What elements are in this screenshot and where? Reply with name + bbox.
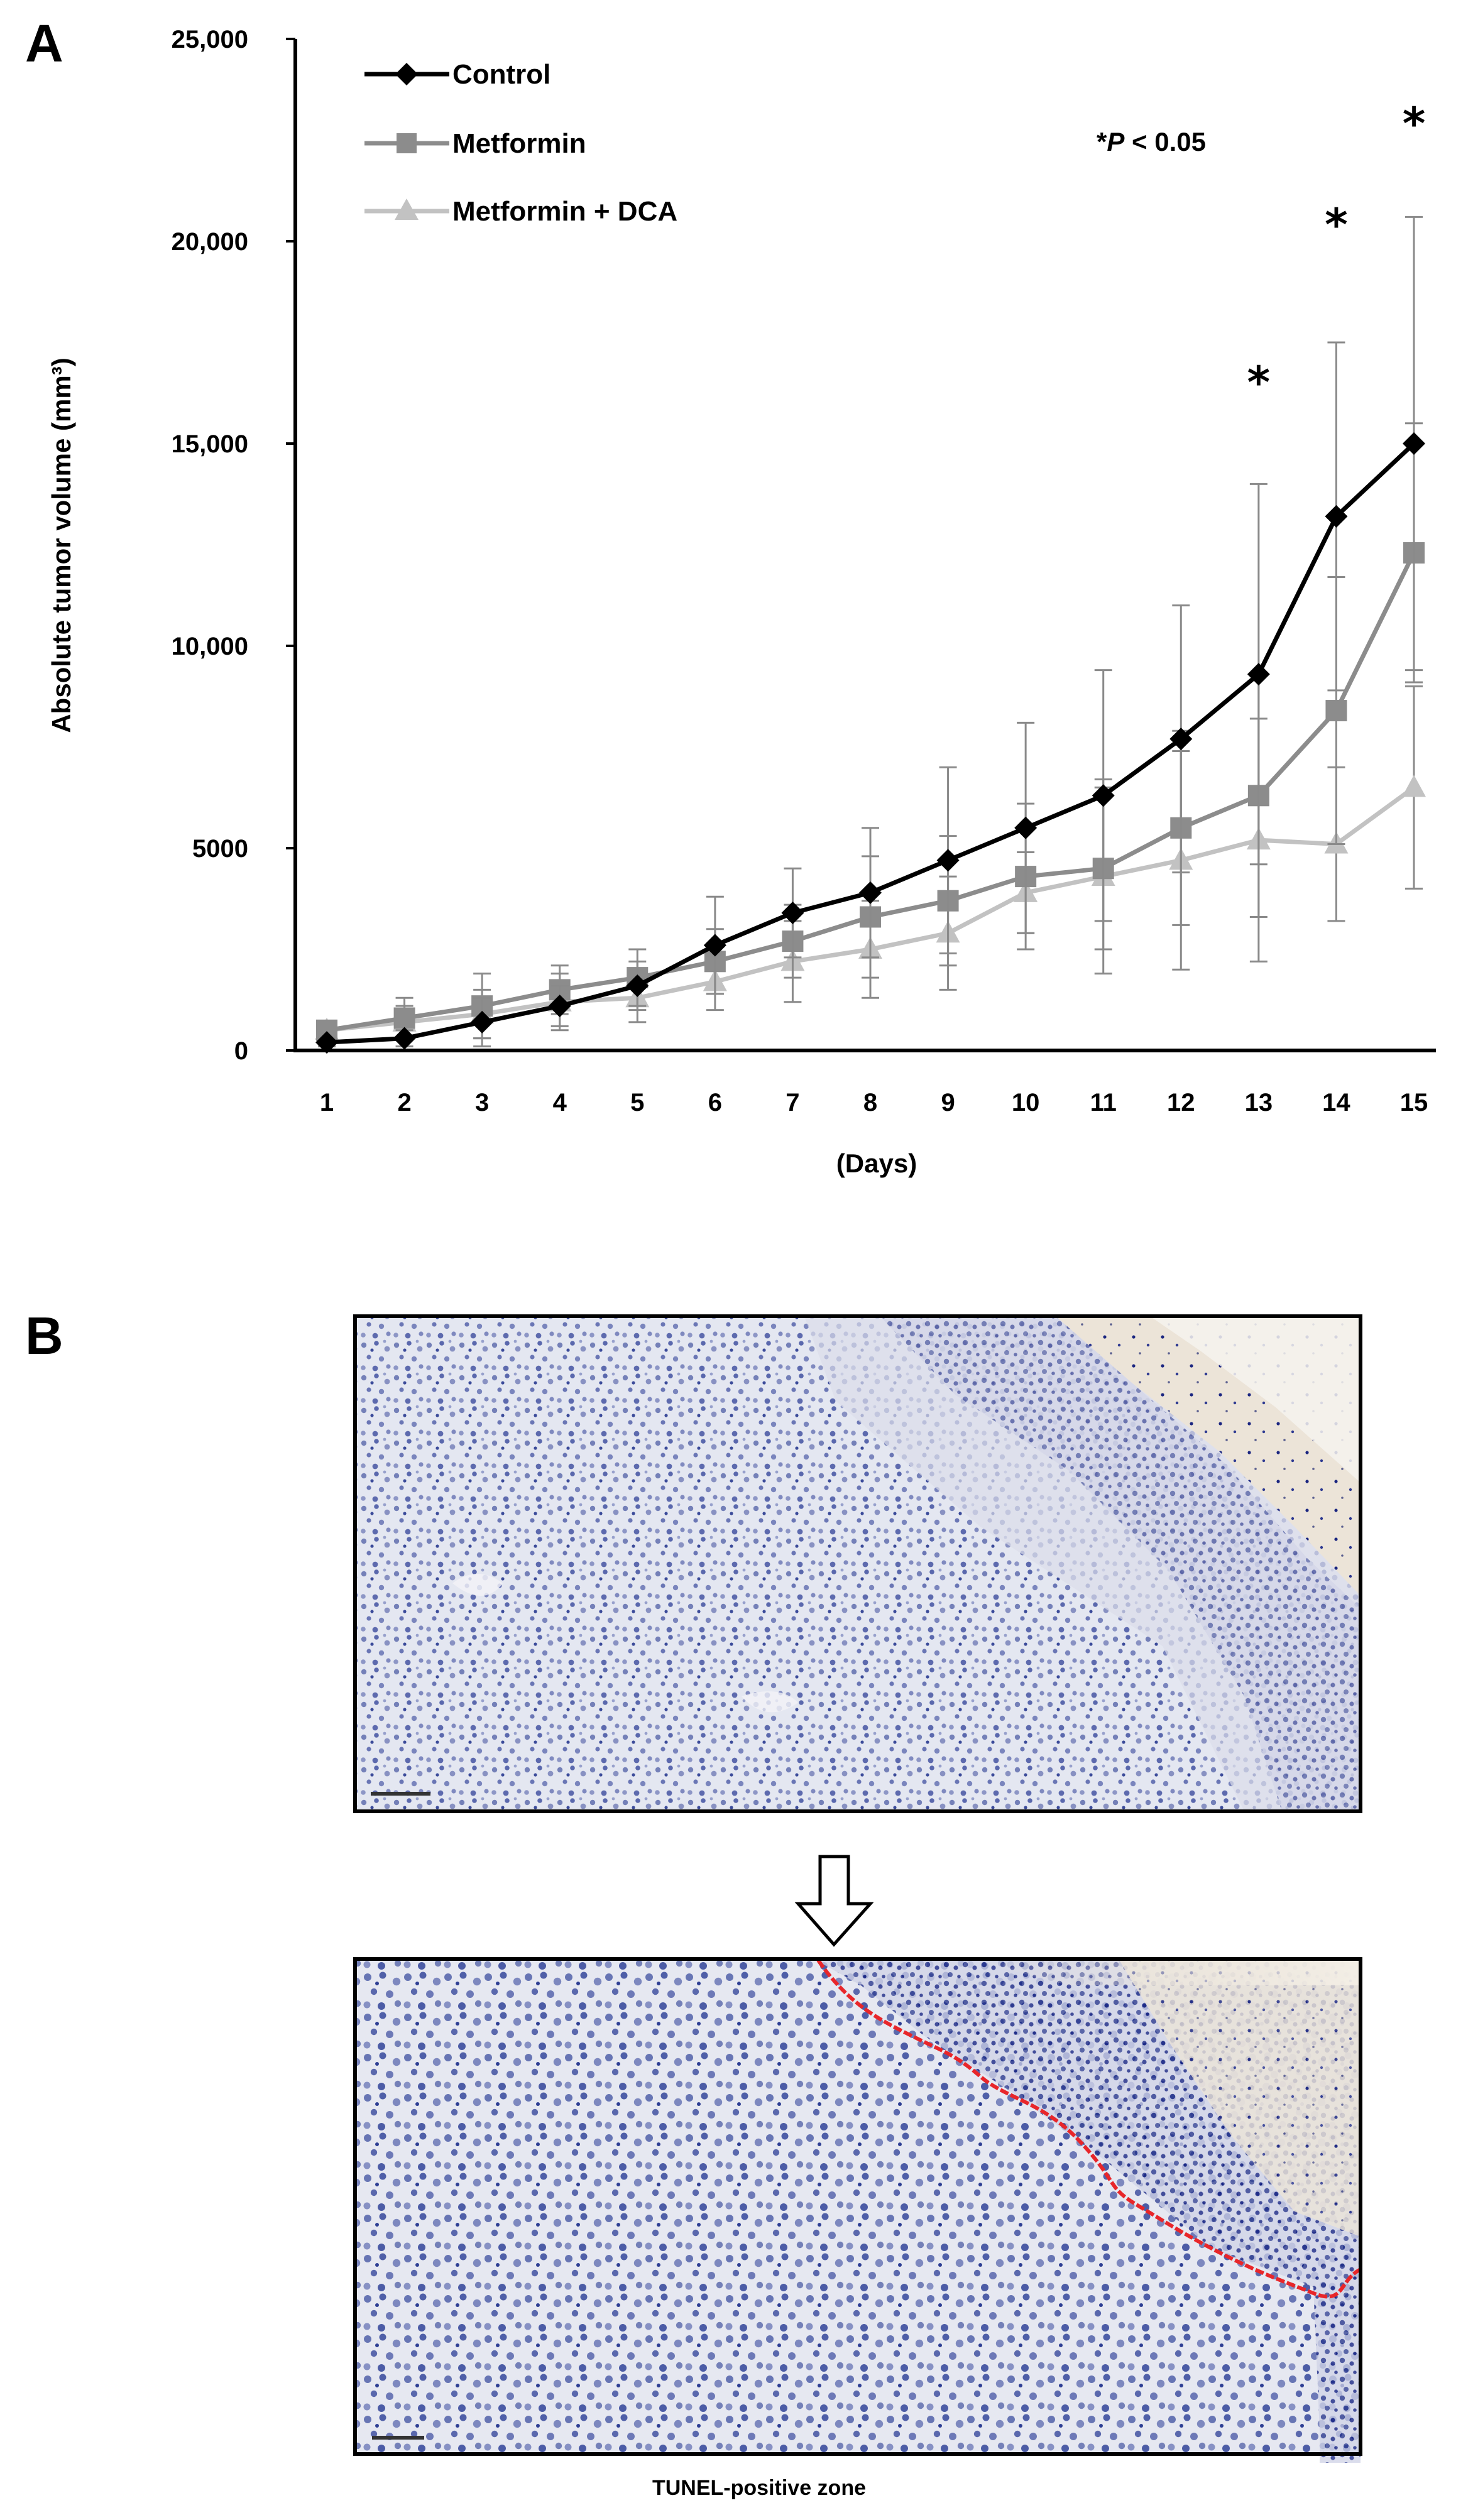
x-axis-label: (Days) [836,1148,917,1178]
p-value-annotation: *P < 0.05 [1097,127,1206,156]
significance-star: * [1325,199,1348,251]
y-axis-ticks: 0 5000 10,000 15,000 20,000 25,000 [172,26,295,1065]
micrograph-high-magnification [353,1957,1362,2463]
legend-item-control: Control [364,59,550,90]
legend-label-control: Control [452,59,550,90]
data-point-metformin-dca [1402,775,1426,797]
y-tick-label: 25,000 [172,26,248,53]
data-point-control [1325,505,1348,528]
x-tick-label: 8 [863,1089,877,1116]
micrograph-caption: TUNEL-positive zone [652,2476,866,2500]
x-tick-label: 2 [397,1089,411,1116]
legend-label-metformin: Metformin [452,128,586,159]
legend: Control Metformin Metformin + DCA [364,59,677,227]
x-tick-label: 10 [1012,1089,1040,1116]
data-point-control [781,902,804,925]
data-point-metformin [1325,700,1347,722]
data-point-control [859,881,882,904]
y-tick-label: 20,000 [172,228,248,256]
x-tick-label: 1 [320,1089,334,1116]
panel-label-b: B [25,1306,63,1365]
down-arrow [794,1855,874,1947]
data-point-metformin [393,1007,415,1029]
x-tick-label: 5 [630,1089,644,1116]
y-tick-label: 0 [234,1037,248,1065]
legend-item-metformin-dca: Metformin + DCA [364,196,677,227]
x-tick-label: 13 [1245,1089,1273,1116]
data-point-control [1169,728,1193,751]
y-axis-label: Absolute tumor volume (mm³) [47,357,76,733]
y-tick-label: 5000 [192,835,248,863]
legend-item-metformin: Metformin [364,128,586,159]
y-tick-label: 15,000 [172,430,248,458]
y-tick-label: 10,000 [172,633,248,660]
significance-star: * [1403,98,1426,150]
data-point-control [626,974,649,997]
x-tick-label: 6 [708,1089,722,1116]
data-point-control [1092,784,1115,807]
x-tick-label: 4 [553,1089,567,1116]
legend-label-metformin-dca: Metformin + DCA [452,196,677,227]
x-tick-label: 15 [1400,1089,1428,1116]
data-point-control [1247,663,1270,686]
data-point-control [471,1010,494,1034]
data-point-control [548,995,571,1018]
data-point-control [315,1031,338,1054]
tunel-boundary-line [816,1959,1362,2299]
x-tick-label: 12 [1167,1089,1195,1116]
data-point-control [1014,816,1038,839]
micrograph-low-magnification [353,1314,1362,1813]
panel-label-a: A [25,14,63,73]
x-tick-label: 7 [786,1089,799,1116]
data-point-control [703,934,726,957]
x-tick-label: 14 [1322,1089,1350,1116]
x-axis-ticks: 1 2 3 4 5 6 7 8 9 10 11 12 13 14 15 [320,1089,1428,1116]
data-point-control [393,1027,416,1050]
series-layer [315,215,1426,1054]
significance-stars: * * * [1247,98,1426,408]
x-tick-label: 9 [941,1089,955,1116]
data-point-control [936,849,960,872]
x-tick-label: 3 [475,1089,489,1116]
significance-star: * [1247,357,1271,408]
data-point-control [1403,432,1425,455]
x-tick-label: 11 [1090,1089,1117,1116]
series-control [315,215,1425,1054]
